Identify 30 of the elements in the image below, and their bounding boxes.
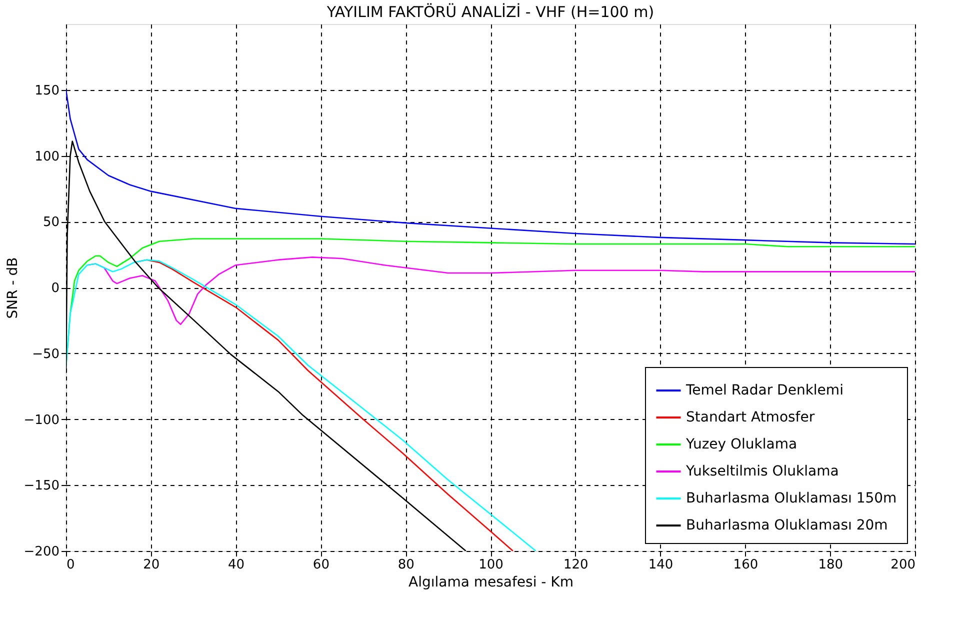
legend-label: Buharlasma Oluklaması 150m [686, 490, 897, 506]
y-tick-label: −150 [24, 478, 60, 494]
x-tick-label: 0 [66, 558, 75, 572]
y-tick-label: 50 [42, 215, 60, 230]
y-tick-label: −200 [24, 544, 60, 560]
x-axis-title: Algılama mesafesi - Km [408, 574, 574, 590]
x-tick-label: 60 [312, 558, 330, 572]
y-tick-label: 0 [51, 281, 60, 296]
y-tick-label: 150 [34, 83, 60, 98]
y-tick-label: 100 [34, 149, 60, 164]
legend-label: Temel Radar Denklemi [685, 382, 844, 398]
legend-label: Buharlasma Oluklaması 20m [686, 518, 888, 534]
y-tick-label: −50 [32, 346, 60, 362]
x-tick-label: 80 [398, 558, 414, 572]
x-tick-label: 200 [890, 558, 916, 572]
legend-label: Yukseltilmis Oluklama [685, 464, 839, 480]
line-series [66, 89, 915, 245]
x-tick-label: 20 [143, 558, 160, 572]
x-tick-label: 100 [478, 558, 504, 572]
legend-label: Standart Atmosfer [686, 410, 815, 426]
y-axis-title: SNR - dB [4, 257, 21, 319]
line-series [66, 259, 537, 551]
x-tick-label: 120 [563, 558, 588, 572]
x-tick-label: 140 [648, 558, 674, 572]
x-tick-label: 40 [228, 558, 245, 572]
legend-label: Yuzey Oluklama [685, 436, 798, 452]
chart-title: YAYILIM FAKTÖRÜ ANALİZİ - VHF (H=100 m) [326, 3, 654, 21]
x-tick-label: 160 [733, 558, 758, 572]
y-tick-label: −100 [24, 412, 60, 428]
x-tick-label: 180 [818, 558, 844, 572]
